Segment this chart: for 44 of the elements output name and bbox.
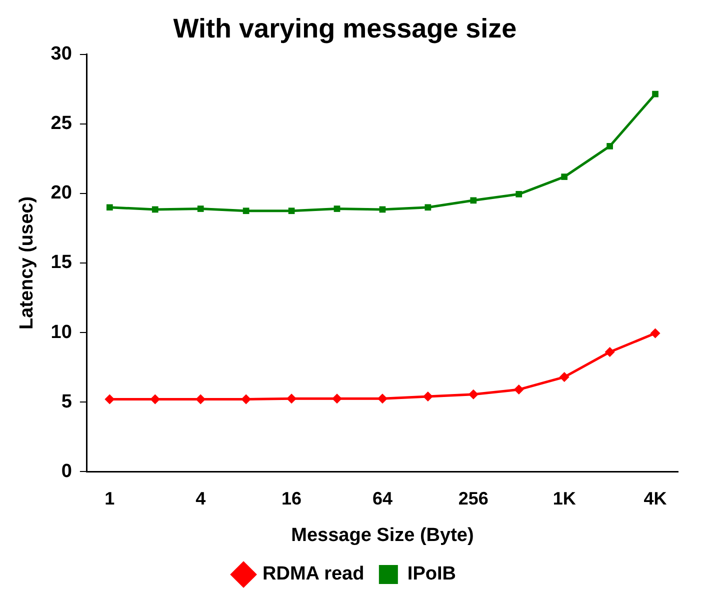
x-tick-label: 4K	[644, 488, 667, 508]
point	[652, 90, 658, 98]
x-axis-title: Message Size (Byte)	[291, 524, 474, 546]
point	[196, 394, 206, 404]
point	[150, 394, 160, 404]
point	[514, 384, 524, 395]
x-tick-label: 16	[282, 488, 302, 508]
x-tick-label: 64	[372, 488, 392, 508]
point	[332, 394, 342, 404]
y-tick-label: 30	[50, 44, 72, 65]
x-tick-label: 1	[104, 488, 115, 508]
x-tick-label: 1K	[552, 488, 576, 508]
point	[650, 328, 660, 338]
point	[288, 208, 295, 214]
point	[334, 206, 340, 212]
point	[424, 204, 432, 211]
point	[468, 389, 478, 400]
y-tick-label: 5	[61, 391, 72, 412]
point	[606, 143, 613, 150]
point	[561, 174, 568, 180]
y-tick-label: 15	[50, 252, 72, 274]
chart-title: With varying message size	[173, 14, 517, 44]
point	[422, 392, 433, 402]
x-tick-label: 256	[458, 488, 488, 508]
point	[604, 347, 615, 358]
point	[242, 208, 250, 214]
y-tick-label: 20	[50, 182, 72, 204]
point	[516, 190, 522, 198]
point	[286, 394, 297, 404]
point	[559, 372, 570, 382]
point	[197, 206, 204, 212]
legend-label: IPoIB	[407, 564, 456, 585]
point	[241, 394, 252, 404]
legend-label: RDMA read	[262, 564, 364, 585]
point	[106, 204, 113, 211]
point	[152, 206, 158, 213]
y-axis-title: Latency (usec)	[16, 196, 38, 330]
x-tick-label: 4	[196, 488, 206, 508]
y-tick-label: 10	[50, 322, 72, 343]
point	[104, 394, 115, 404]
point	[470, 197, 477, 204]
point	[377, 394, 388, 404]
y-tick-label: 25	[50, 113, 72, 134]
y-tick-label: 0	[61, 460, 72, 482]
